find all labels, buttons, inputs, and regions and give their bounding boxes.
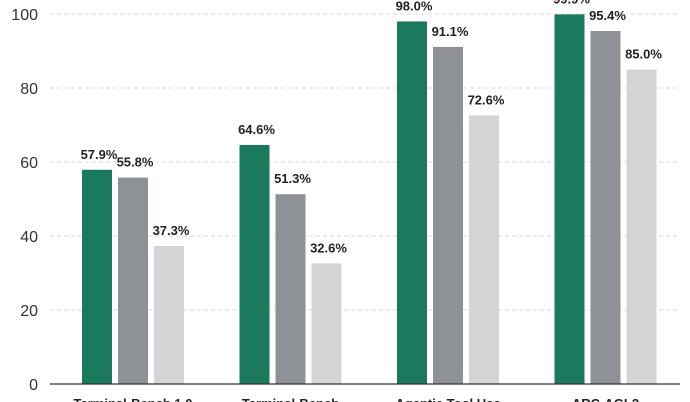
bar-value-label: 95.4%: [589, 8, 626, 23]
bar-value-label: 64.6%: [238, 122, 275, 137]
bar: [469, 115, 499, 384]
bar: [433, 46, 463, 385]
bar-value-label: 85.0%: [625, 47, 662, 62]
bar: [82, 169, 112, 384]
y-axis-ticks: 0 20 40 60 80 100: [11, 7, 38, 394]
bar: [397, 21, 427, 385]
x-category-label: Terminal-Bench: [242, 396, 339, 402]
bar-value-label: 57.9%: [81, 147, 118, 162]
bar: [311, 263, 342, 384]
x-category-label: Agentic Tool Use: [395, 396, 500, 402]
bar-value-label: 91.1%: [432, 24, 469, 39]
x-category-label: Terminal-Bench 1.0: [74, 396, 193, 402]
bar-value-label: 51.3%: [274, 171, 311, 186]
bar-value-label: 55.8%: [117, 155, 154, 170]
y-tick-label: 80: [20, 81, 38, 98]
bars-layer: [82, 14, 657, 385]
bar-value-label: 37.3%: [153, 223, 190, 238]
bar: [118, 177, 148, 384]
bar: [554, 14, 585, 385]
bar-value-label: 98.0%: [396, 0, 433, 13]
value-labels-layer: 57.9%55.8% 37.3% 64.6% 51.3% 32.6% 98.0% 91.1%…: [81, 0, 663, 255]
x-axis-categories: Terminal-Bench 1.0 Terminal-Bench Agentic …: [74, 396, 640, 402]
bar: [275, 194, 306, 384]
y-tick-label: 100: [11, 7, 38, 24]
bar-value-label: 99.9%: [553, 0, 590, 6]
y-tick-label: 40: [20, 229, 38, 246]
bar-value-label: 32.6%: [310, 240, 347, 255]
bar: [154, 245, 184, 384]
y-tick-label: 20: [20, 303, 38, 320]
x-category-label: ARC-AGI-2: [572, 396, 639, 402]
bar-value-label: 72.6%: [468, 92, 505, 107]
y-tick-label: 0: [29, 377, 38, 394]
bar: [626, 69, 657, 384]
y-tick-label: 60: [20, 155, 38, 172]
bar: [239, 144, 270, 384]
bar: [590, 31, 621, 385]
